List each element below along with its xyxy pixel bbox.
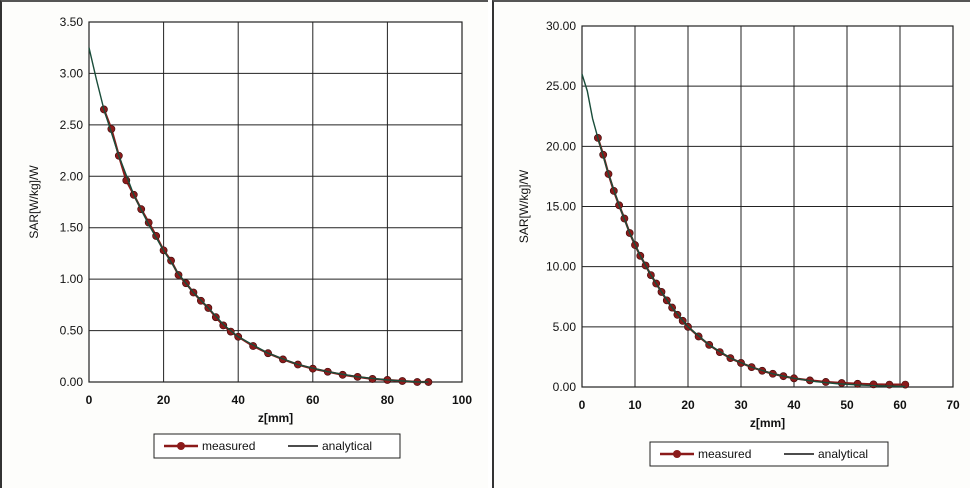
series-line-analytical	[581, 73, 906, 388]
legend-label-measured: measured	[202, 439, 255, 453]
chart-right: 0 10 20 30 40 50 60 70 0.00 5.00 10.00 15.00 20.00 25…	[517, 19, 960, 467]
data-point-measured	[853, 379, 862, 388]
data-point-measured	[837, 379, 846, 387]
legend-label-measured: measured	[698, 447, 751, 461]
x-tick-label: 20	[157, 393, 171, 407]
y-axis-label: SAR[W/kg]/W	[27, 165, 41, 239]
y-tick-label: 0.50	[60, 324, 84, 338]
x-tick-label: 70	[946, 398, 960, 412]
chart-panel-right: 0 10 20 30 40 50 60 70 0.00 5.00 10.00 15.00 20.00 25…	[492, 0, 970, 488]
x-tick-label: 30	[734, 398, 748, 412]
plot-area	[88, 21, 463, 383]
x-tick-label: 60	[306, 393, 320, 407]
x-tick-label: 100	[452, 393, 472, 407]
x-axis-label: z[mm]	[258, 411, 293, 425]
x-tick-label: 0	[86, 393, 93, 407]
data-point-measured	[901, 380, 910, 389]
x-tick-label: 80	[381, 393, 395, 407]
y-tick-label: 1.50	[60, 221, 84, 235]
y-tick-label: 0.00	[60, 375, 84, 389]
y-tick-label: 10.00	[546, 260, 576, 274]
legend-marker-measured	[177, 442, 185, 450]
series-line-analytical	[88, 47, 429, 383]
legend-box	[153, 433, 401, 459]
y-tick-label: 3.00	[60, 66, 84, 80]
x-tick-label: 60	[893, 398, 907, 412]
x-tick-label: 20	[681, 398, 695, 412]
y-tick-label: 25.00	[546, 79, 576, 93]
chart-left: 0 20 40 60 80 100 0.00 0.50 1.00 1.50 2.00 2.50 3.00…	[27, 15, 472, 459]
x-axis-label: z[mm]	[750, 416, 785, 430]
data-point-measured	[885, 380, 894, 389]
data-point-measured	[219, 321, 228, 330]
x-tick-label: 10	[628, 398, 642, 412]
y-tick-label: 1.00	[60, 272, 84, 286]
chart-panel-left: 0 20 40 60 80 100 0.00 0.50 1.00 1.50 2.00 2.50 3.00…	[0, 0, 488, 488]
legend-marker-measured	[673, 450, 681, 458]
y-tick-label: 3.50	[60, 15, 84, 29]
x-tick-label: 0	[579, 398, 586, 412]
y-tick-label: 20.00	[546, 139, 576, 153]
y-tick-label: 0.00	[553, 380, 577, 394]
y-tick-label: 5.00	[553, 320, 577, 334]
y-axis-label: SAR[W/kg]/W	[517, 169, 531, 243]
legend-label-analytical: analytical	[322, 439, 372, 453]
x-tick-label: 50	[840, 398, 854, 412]
x-tick-label: 40	[787, 398, 801, 412]
y-tick-label: 2.00	[60, 169, 84, 183]
legend-label-analytical: analytical	[818, 447, 868, 461]
x-tick-label: 40	[232, 393, 246, 407]
y-tick-label: 30.00	[546, 19, 576, 33]
y-tick-label: 2.50	[60, 118, 84, 132]
data-point-measured	[869, 380, 878, 389]
y-tick-label: 15.00	[546, 200, 576, 214]
